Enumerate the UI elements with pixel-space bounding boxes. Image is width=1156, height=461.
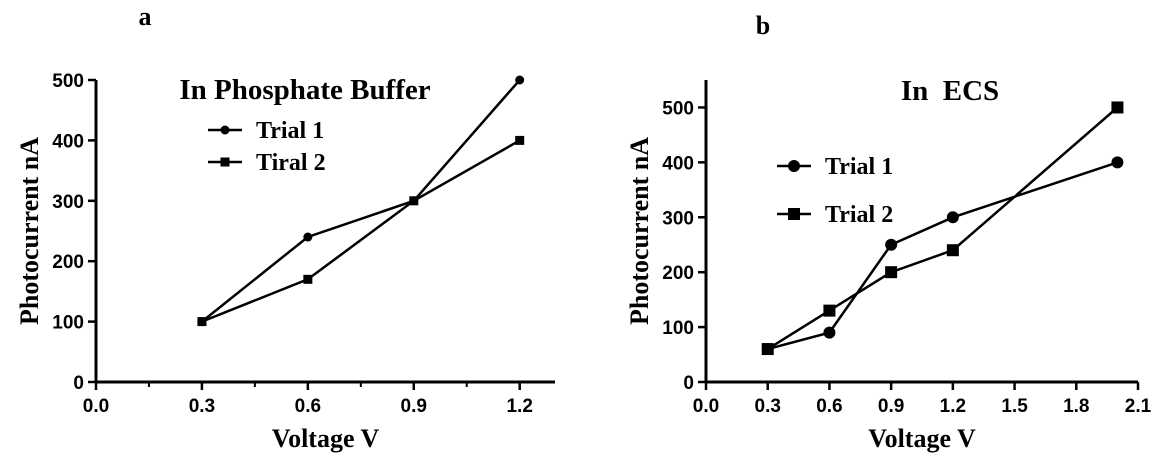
y-tick-label: 200 bbox=[662, 263, 694, 284]
data-point bbox=[885, 238, 898, 251]
data-point bbox=[885, 266, 898, 279]
data-point bbox=[303, 274, 313, 284]
data-point bbox=[1111, 101, 1124, 114]
y-tick-label: 300 bbox=[52, 192, 84, 213]
legend-marker bbox=[788, 160, 800, 172]
chart-panel-b: 0 100 200 300 400 500 0.0 0.3 0.6 0.9 1.2 1.5 1.8 2.1… bbox=[625, 75, 1152, 453]
panel-label-b: b bbox=[756, 11, 770, 40]
series-line-1 bbox=[767, 161, 1118, 351]
x-tick-label: 0.9 bbox=[878, 396, 904, 417]
series-line-1 bbox=[201, 79, 521, 323]
x-axis-label: Voltage V bbox=[272, 424, 380, 453]
legend-label: Tiral 2 bbox=[256, 150, 326, 176]
y-tick-label: 100 bbox=[662, 318, 694, 339]
y-tick-label: 0 bbox=[683, 373, 694, 394]
series-line-2 bbox=[767, 106, 1119, 351]
y-tick-label: 200 bbox=[52, 252, 84, 273]
panel-label-a: a bbox=[139, 2, 152, 31]
y-tick-label: 100 bbox=[52, 313, 84, 334]
chart-panel-a: 0 100 200 300 400 500 0.0 0.3 0.6 0.9 1.2 Voltage V… bbox=[15, 71, 555, 453]
legend-label: Trial 1 bbox=[256, 118, 324, 144]
x-tick-label: 0.0 bbox=[693, 396, 719, 417]
x-tick-label: 0.6 bbox=[295, 396, 321, 417]
data-point bbox=[1111, 156, 1124, 169]
legend-label: Trial 1 bbox=[825, 154, 893, 180]
data-point bbox=[823, 304, 836, 317]
x-tick-label: 1.5 bbox=[1001, 396, 1028, 417]
data-point bbox=[197, 317, 207, 327]
data-point bbox=[823, 326, 836, 339]
data-point bbox=[761, 343, 774, 356]
y-tick-label: 400 bbox=[662, 153, 694, 174]
x-axis-label: Voltage V bbox=[868, 424, 976, 453]
data-point bbox=[515, 75, 525, 85]
x-tick-label: 0.9 bbox=[401, 396, 427, 417]
data-point bbox=[409, 196, 419, 206]
y-tick-label: 300 bbox=[662, 208, 694, 229]
data-point bbox=[946, 244, 959, 257]
data-point bbox=[946, 211, 959, 224]
x-tick-label: 2.1 bbox=[1125, 396, 1152, 417]
y-tick-label: 500 bbox=[52, 71, 84, 92]
legend-marker bbox=[220, 157, 230, 167]
data-point bbox=[303, 232, 313, 242]
y-axis-label: Photocurrent nA bbox=[625, 137, 654, 325]
chart-title: In ECS bbox=[901, 75, 999, 107]
legend-marker bbox=[220, 125, 230, 135]
chart-title: In Phosphate Buffer bbox=[179, 74, 430, 106]
y-tick-label: 500 bbox=[662, 98, 694, 119]
y-tick-label: 400 bbox=[52, 131, 84, 152]
x-tick-label: 0.3 bbox=[189, 396, 215, 417]
x-tick-label: 1.2 bbox=[506, 396, 532, 417]
x-tick-label: 1.8 bbox=[1063, 396, 1089, 417]
x-tick-label: 0.3 bbox=[755, 396, 781, 417]
x-tick-label: 0.0 bbox=[83, 396, 109, 417]
legend-marker bbox=[788, 208, 800, 220]
data-point bbox=[515, 135, 525, 145]
legend-label: Trial 2 bbox=[825, 202, 893, 228]
y-axis-label: Photocurrent nA bbox=[15, 137, 44, 325]
series-line-2 bbox=[201, 139, 521, 323]
x-tick-label: 1.2 bbox=[940, 396, 966, 417]
y-tick-label: 0 bbox=[73, 373, 84, 394]
x-tick-label: 0.6 bbox=[816, 396, 842, 417]
